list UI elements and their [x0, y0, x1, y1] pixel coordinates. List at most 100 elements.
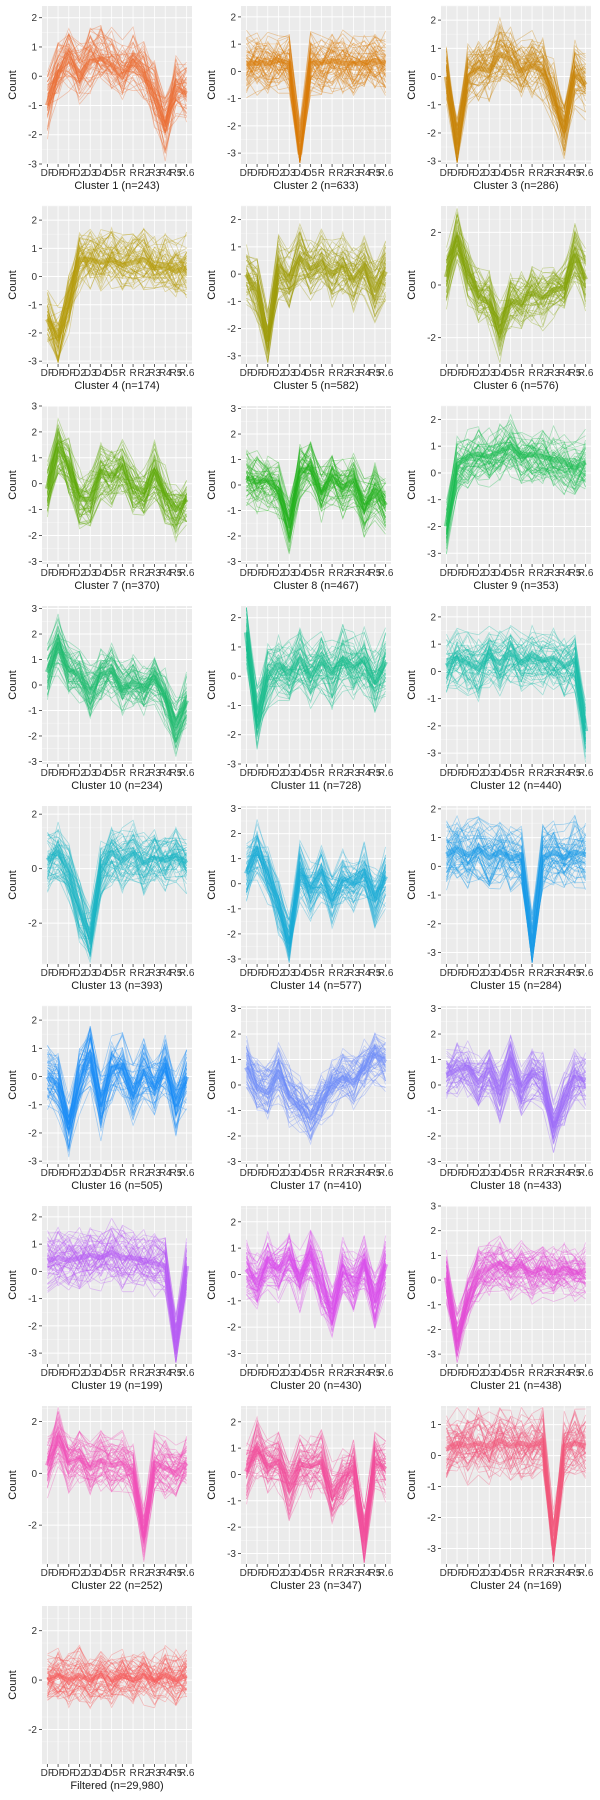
series-core-band [244, 1445, 388, 1543]
x-tick-label: D5 [105, 968, 118, 979]
series-line [246, 1033, 386, 1125]
y-tick-label: -2 [227, 929, 236, 940]
x-tick-label: R.6 [179, 768, 195, 779]
series-line [47, 1427, 187, 1543]
y-axis-label: Count [206, 870, 218, 899]
x-tick-label: DF [240, 1168, 253, 1179]
series-line [446, 815, 586, 920]
series-line [246, 1243, 386, 1312]
series-line [47, 27, 187, 99]
series-line [47, 50, 187, 149]
x-tick-label: DF [41, 768, 54, 779]
series-line [446, 30, 586, 155]
series-line [246, 61, 386, 163]
series-core-band [244, 846, 388, 944]
series-line [446, 423, 586, 517]
x-tick-label: DF [440, 768, 453, 779]
series-line [47, 851, 187, 955]
series-line [47, 1651, 187, 1688]
x-tick-label: R [119, 968, 126, 979]
x-tick-label: R [119, 368, 126, 379]
y-tick-label: 3 [430, 1004, 436, 1015]
x-tick-label: R2 [137, 568, 150, 579]
x-tick-label: D2 [73, 568, 86, 579]
series-line [47, 1451, 187, 1538]
series-line [246, 47, 386, 148]
series-line [47, 246, 187, 352]
x-tick-label: R [528, 368, 535, 379]
series-line [47, 1066, 187, 1143]
series-line [246, 654, 386, 749]
series-line [246, 1056, 386, 1139]
x-tick-label: R2 [137, 368, 150, 379]
series-line [446, 842, 586, 963]
series-line [446, 213, 586, 305]
y-tick-label: -1 [427, 495, 436, 506]
series-line [446, 651, 586, 721]
x-tick-label: R4 [159, 968, 172, 979]
y-tick-label: 0 [430, 468, 436, 479]
series-line [246, 483, 386, 539]
series-line [446, 420, 586, 511]
series-line [446, 445, 586, 546]
x-tick-label: R.6 [378, 1368, 394, 1379]
plot-background [42, 1006, 192, 1164]
series-line [47, 831, 187, 931]
x-tick-label: DF [461, 968, 474, 979]
series-line [47, 853, 187, 956]
series-line [47, 54, 187, 114]
y-tick-label: -3 [28, 757, 37, 768]
x-tick-label: DF [41, 1368, 54, 1379]
series-line [47, 47, 187, 118]
series-line [47, 252, 187, 361]
series-line [446, 660, 586, 742]
series-line [446, 453, 586, 531]
series-line [47, 664, 187, 742]
series-line [446, 236, 586, 302]
series-line [446, 16, 586, 136]
series-line [446, 451, 586, 544]
panel-title: Cluster 23 (n=347) [270, 1580, 361, 1592]
plot-background [441, 1206, 591, 1364]
y-tick-label: 1 [31, 42, 37, 53]
series-line [47, 840, 187, 945]
series-line [446, 624, 586, 709]
x-tick-label: R3 [547, 1168, 560, 1179]
series-line [246, 819, 386, 929]
series-line [47, 1670, 187, 1698]
x-tick-label: D5 [504, 968, 517, 979]
series-line [47, 836, 187, 939]
series-line [47, 1239, 187, 1330]
x-tick-label: R3 [347, 1368, 360, 1379]
x-tick-label: DF [41, 968, 54, 979]
series-line [446, 843, 586, 963]
x-tick-label: DF [62, 968, 75, 979]
x-tick-label: R4 [159, 768, 172, 779]
plot-background [441, 806, 591, 964]
series-line [246, 60, 386, 163]
series-line [47, 857, 187, 942]
x-tick-label: R [528, 168, 535, 179]
x-tick-label: R4 [358, 168, 371, 179]
x-tick-label: R3 [347, 968, 360, 979]
series-line [246, 609, 386, 688]
plot-background [241, 1206, 391, 1364]
x-tick-label: DF [62, 168, 75, 179]
x-tick-label: R2 [536, 968, 549, 979]
series-lines [244, 819, 388, 963]
series-line [446, 447, 586, 533]
x-tick-label: D4 [95, 1368, 108, 1379]
x-tick-label: DF [62, 1568, 75, 1579]
series-line [47, 1647, 187, 1686]
series-line [47, 1028, 187, 1117]
series-line [47, 229, 187, 339]
series-line [246, 1434, 386, 1522]
x-tick-label: R4 [358, 1568, 371, 1579]
x-tick-label: R [328, 1568, 335, 1579]
series-line [446, 238, 586, 342]
x-tick-label: R.6 [179, 368, 195, 379]
series-line [47, 30, 187, 116]
x-tick-label: R5 [170, 968, 183, 979]
series-line [246, 644, 386, 721]
series-line [47, 1652, 187, 1683]
